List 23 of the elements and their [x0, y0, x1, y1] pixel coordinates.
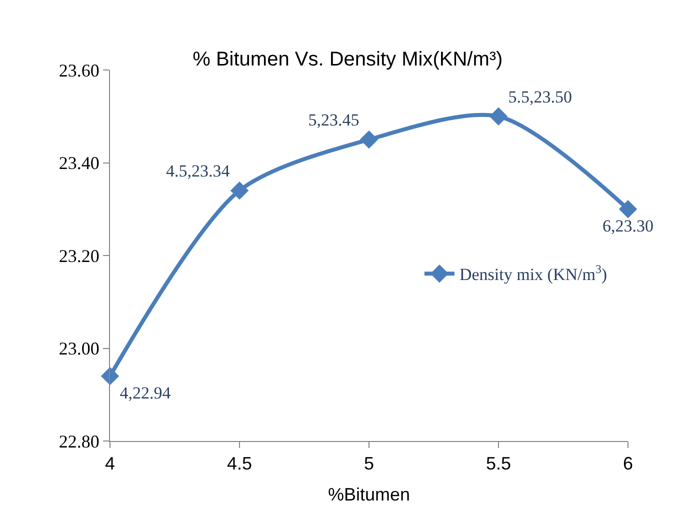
- y-tick-label: 23.40: [58, 153, 100, 174]
- y-tick-label: 23.00: [58, 338, 100, 359]
- data-label: 5.5,23.50: [508, 87, 572, 106]
- point: [360, 130, 378, 149]
- x-tick-label: 5: [364, 454, 374, 474]
- x-tick-label: 4: [104, 454, 116, 474]
- point: [618, 200, 638, 218]
- data-label: 4,22.94: [120, 384, 172, 403]
- y-tick-label: 22.80: [58, 431, 100, 452]
- x-axis-title: %Bitumen: [328, 484, 410, 505]
- data-label: 6,23.30: [602, 216, 654, 236]
- point: [489, 107, 508, 126]
- x-tick-label: 6: [622, 454, 634, 474]
- data-label: 4.5,23.34: [166, 162, 230, 181]
- point: [100, 366, 120, 386]
- chart-title: % Bitumen Vs. Density Mix(KN/m³): [192, 48, 503, 70]
- x-tick-label: 4.5: [226, 454, 252, 474]
- legend-label: Density mix (KN/m$^{3}$): [459, 262, 608, 284]
- point: [230, 181, 249, 200]
- x-tick-label: 5.5: [486, 454, 512, 474]
- data-label: 5,23.45: [308, 110, 360, 130]
- y-tick-label: 23.60: [58, 60, 100, 80]
- y-tick-label: 23.20: [58, 246, 100, 266]
